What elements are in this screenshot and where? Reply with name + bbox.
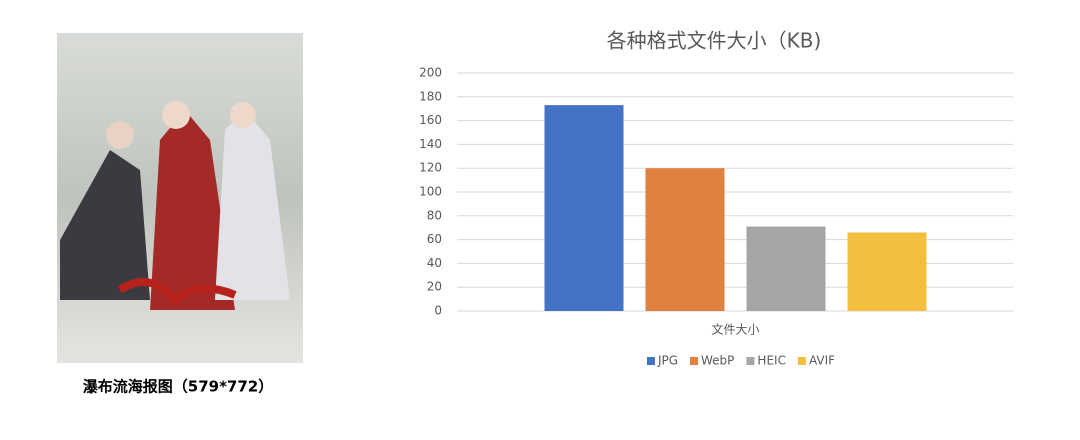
bar [544, 105, 624, 311]
chart-title: 各种格式文件大小（KB) [607, 29, 822, 53]
y-tick-label: 200 [419, 66, 442, 80]
legend-swatch [646, 357, 655, 365]
legend-label: JPG [657, 354, 678, 368]
y-tick-label: 20 [427, 280, 442, 294]
plot: 0 20 40 60 80 100 120 140 160 180 200 文件大小 JPG WebP HE… [419, 66, 1013, 368]
legend-swatch [690, 357, 699, 365]
y-tick-label: 120 [419, 161, 442, 175]
legend-label: WebP [701, 354, 734, 368]
legend-label: HEIC [757, 354, 786, 368]
y-tick-label: 100 [419, 185, 442, 199]
y-tick-label: 40 [427, 256, 442, 270]
bar [847, 232, 927, 311]
bar [645, 168, 725, 311]
y-tick-label: 80 [427, 208, 442, 222]
poster: 瀑布流海报图（579*772） [57, 33, 303, 396]
y-tick-label: 180 [419, 89, 442, 103]
y-tick-label: 140 [419, 137, 442, 151]
face [106, 121, 134, 149]
figure-left [60, 150, 150, 300]
y-tick-label: 0 [434, 304, 442, 318]
poster-caption: 瀑布流海报图（579*772） [83, 378, 273, 396]
x-tick-label: 文件大小 [711, 322, 759, 337]
calligraphy [117, 278, 237, 306]
legend-swatch [746, 357, 755, 365]
face [230, 102, 256, 128]
legend-label: AVIF [809, 354, 835, 368]
figure-center [150, 110, 235, 310]
bar [746, 226, 826, 311]
figure-right [215, 110, 290, 300]
y-tick-label: 60 [427, 232, 442, 246]
legend-swatch [797, 357, 806, 365]
face [162, 101, 190, 129]
y-tick-label: 160 [419, 113, 442, 127]
